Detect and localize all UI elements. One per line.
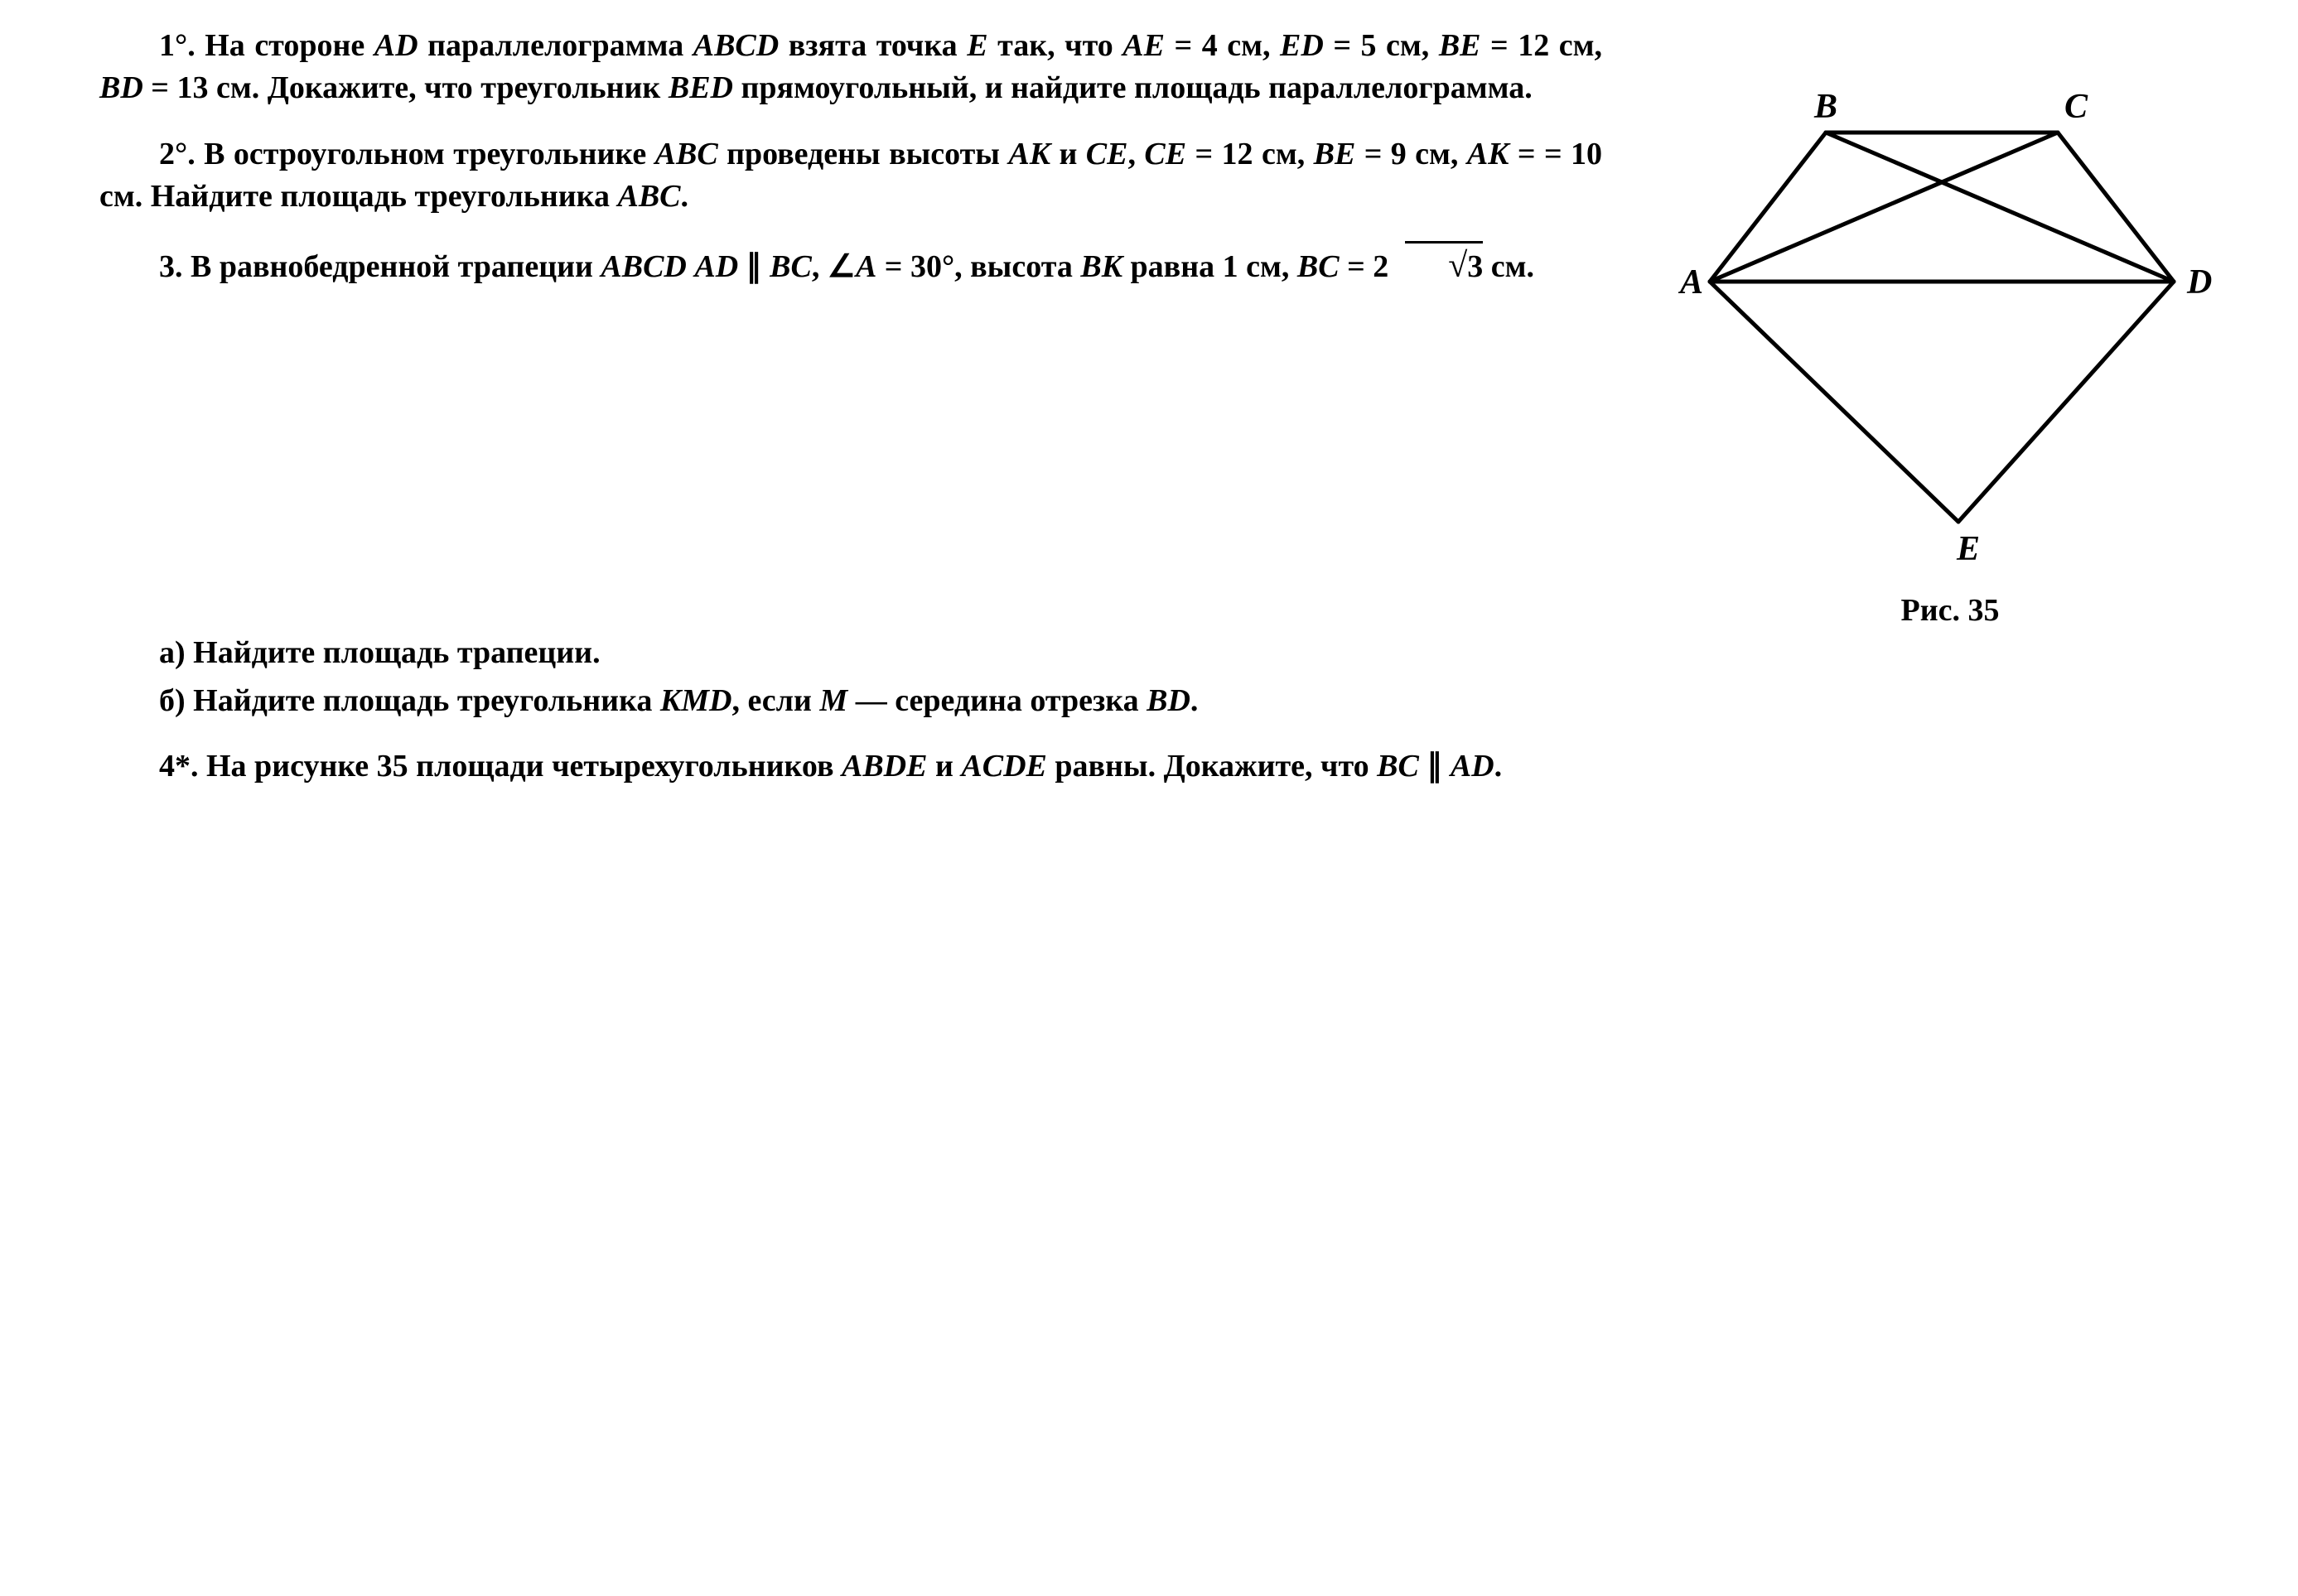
t: = 30°, высо­та — [876, 249, 1080, 284]
t — [687, 249, 695, 284]
v: ED — [1280, 28, 1324, 63]
t: проведены высоты — [718, 137, 1009, 171]
p3-num: 3. — [159, 249, 183, 284]
t: Найдите площадь трапеции. — [193, 635, 600, 670]
t: — се­редина отрезка — [847, 683, 1147, 718]
v: AE — [1122, 28, 1165, 63]
t: = 12 см, — [1481, 28, 1603, 63]
figure-caption: Рис. 35 — [1901, 590, 2000, 632]
t: равны. Докажите, что — [1047, 749, 1377, 784]
t: см. — [1483, 249, 1534, 284]
t: прямоугольный, и найдите площадь паралле… — [733, 70, 1533, 105]
t: и — [1050, 137, 1086, 171]
t: равна 1 см, — [1122, 249, 1297, 284]
problem-3a: а) Найдите площадь трапеции. — [99, 632, 2265, 674]
t: взята точка — [779, 28, 967, 63]
problem-3: 3. В равнобедренной трапе­ции ABCD AD ∥ … — [99, 241, 1602, 290]
t: = 2 — [1340, 249, 1389, 284]
t: параллело­грамма — [418, 28, 693, 63]
problem-1: 1°. На стороне AD параллело­грамма ABCD … — [99, 25, 1602, 110]
t: В остроугольном треуголь­нике — [204, 137, 655, 171]
t: ∥ — [1419, 749, 1451, 784]
problem-4: 4*. На рисунке 35 площади четырехугольни… — [99, 745, 2265, 788]
v: BC — [1297, 249, 1340, 284]
sqrt: √3 — [1388, 241, 1483, 290]
v: CE — [1086, 137, 1128, 171]
v: ABC — [617, 179, 680, 214]
v: ABCD — [601, 249, 686, 284]
svg-text:A: A — [1678, 263, 1703, 301]
t: = 12 см, — [1186, 137, 1314, 171]
t: . — [1494, 749, 1503, 784]
v: M — [819, 683, 847, 718]
t: = 5 см, — [1324, 28, 1439, 63]
v: ACDE — [961, 749, 1046, 784]
v: AD — [374, 28, 418, 63]
v: ABCD — [693, 28, 779, 63]
v: BD — [99, 70, 143, 105]
svg-text:B: B — [1813, 88, 1837, 126]
sqrt-val: 3 — [1467, 249, 1483, 284]
p4-num: 4*. — [159, 749, 199, 784]
t: В равнобедренной трапе­ции — [191, 249, 601, 284]
v: AK — [1008, 137, 1050, 171]
p2-num: 2°. — [159, 137, 196, 171]
t: и — [927, 749, 961, 784]
t: = 13 см. Докажите, что тре­угольник — [143, 70, 669, 105]
t: ∥ — [738, 249, 770, 284]
t: , ∠ — [812, 249, 856, 284]
v: BK — [1080, 249, 1122, 284]
v: BE — [1439, 28, 1481, 63]
svg-text:E: E — [1956, 530, 1980, 568]
v: AD — [694, 249, 738, 284]
t: , если — [731, 683, 819, 718]
t: = 9 см, — [1355, 137, 1467, 171]
t: На рисунке 35 площади четырехугольников — [206, 749, 842, 784]
figure-35: A B C D E — [1660, 83, 2240, 571]
v: AD — [1451, 749, 1494, 784]
svg-text:C: C — [2064, 88, 2088, 126]
p1-num: 1°. — [159, 28, 196, 63]
v: AK — [1467, 137, 1509, 171]
lbl: б) — [159, 683, 186, 718]
v: CE — [1144, 137, 1186, 171]
t: На стороне — [205, 28, 374, 63]
v: BC — [770, 249, 812, 284]
v: KMD — [660, 683, 732, 718]
t: . — [681, 179, 689, 214]
t: , — [1128, 137, 1145, 171]
v: ABC — [655, 137, 718, 171]
v: BED — [669, 70, 733, 105]
v: A — [856, 249, 876, 284]
v: BE — [1314, 137, 1356, 171]
t: так, что — [988, 28, 1123, 63]
t: . — [1190, 683, 1199, 718]
v: BC — [1377, 749, 1419, 784]
v: E — [967, 28, 987, 63]
v: ABDE — [842, 749, 927, 784]
lbl: а) — [159, 635, 186, 670]
t: Найдите площадь треугольника — [193, 683, 660, 718]
problem-3b: б) Найдите площадь треугольника KMD, есл… — [99, 680, 2265, 722]
v: BD — [1147, 683, 1190, 718]
problem-2: 2°. В остроугольном треуголь­нике ABC пр… — [99, 133, 1602, 219]
t: = 4 см, — [1165, 28, 1280, 63]
svg-text:D: D — [2186, 263, 2212, 301]
